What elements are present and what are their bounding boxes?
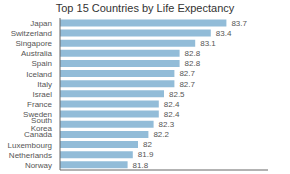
svg-text:Netherlands: Netherlands	[9, 151, 52, 160]
svg-text:Luxembourg: Luxembourg	[8, 141, 52, 150]
svg-text:Spain: Spain	[32, 59, 52, 68]
svg-text:82.2: 82.2	[153, 130, 169, 139]
svg-text:81.9: 81.9	[138, 150, 154, 159]
svg-text:82.7: 82.7	[179, 80, 195, 89]
svg-text:Switzerland: Switzerland	[11, 29, 52, 38]
svg-text:Australia: Australia	[21, 49, 53, 58]
svg-text:France: France	[27, 100, 52, 109]
svg-text:82.4: 82.4	[164, 110, 180, 119]
svg-text:Italy: Italy	[37, 80, 52, 89]
svg-text:81.8: 81.8	[133, 161, 149, 170]
svg-text:82.8: 82.8	[185, 59, 201, 68]
svg-text:82.5: 82.5	[169, 90, 185, 99]
svg-text:Norway: Norway	[25, 161, 52, 170]
svg-text:82.4: 82.4	[164, 100, 180, 109]
svg-text:82: 82	[143, 140, 152, 149]
svg-text:82.7: 82.7	[179, 69, 195, 78]
svg-text:Singapore: Singapore	[16, 39, 53, 48]
svg-text:83.1: 83.1	[200, 39, 216, 48]
svg-text:82.3: 82.3	[159, 120, 175, 129]
svg-text:83.4: 83.4	[216, 29, 232, 38]
svg-text:Japan: Japan	[30, 19, 52, 28]
svg-text:Israel: Israel	[32, 90, 52, 99]
svg-text:Sweden: Sweden	[23, 110, 52, 119]
svg-text:82.8: 82.8	[185, 49, 201, 58]
svg-text:Iceland: Iceland	[26, 70, 52, 79]
svg-text:83.7: 83.7	[231, 19, 247, 28]
